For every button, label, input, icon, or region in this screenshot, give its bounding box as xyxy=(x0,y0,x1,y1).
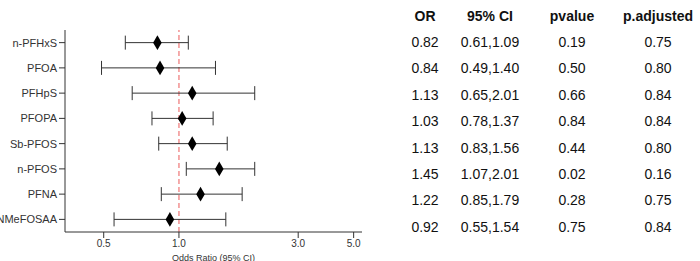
html-text:1.45: 1.45 xyxy=(411,166,439,182)
svg-text:3.0: 3.0 xyxy=(291,238,305,249)
html-text:OR: OR xyxy=(414,8,436,24)
html-text:0.44: 0.44 xyxy=(558,139,586,156)
html-text:1.22: 1.22 xyxy=(411,192,439,209)
html-text:0.80: 0.80 xyxy=(644,60,672,77)
svg-text:n-PFHxS: n-PFHxS xyxy=(12,37,57,49)
html-text:0.65,2.01: 0.65,2.01 xyxy=(460,86,520,103)
html-text:0.84: 0.84 xyxy=(644,113,672,130)
html-text:0.84: 0.84 xyxy=(644,218,672,235)
html-text:0.82: 0.82 xyxy=(411,34,439,50)
html-text:0.75: 0.75 xyxy=(644,34,672,50)
svg-text:PFNA: PFNA xyxy=(28,188,58,200)
svg-text:Odds Ratio (95% CI): Odds Ratio (95% CI) xyxy=(172,253,255,261)
html-text:1.03: 1.03 xyxy=(411,113,439,130)
html-text:0.92: 0.92 xyxy=(411,218,439,235)
svg-text:0.5: 0.5 xyxy=(97,238,111,249)
html-text:1.13: 1.13 xyxy=(411,139,439,156)
svg-text:n-PFOS: n-PFOS xyxy=(17,163,57,175)
html-text:0.75: 0.75 xyxy=(644,192,672,209)
html-text:0.28: 0.28 xyxy=(558,192,586,209)
html-text:1.13: 1.13 xyxy=(411,86,439,103)
html-text:0.78,1.37: 0.78,1.37 xyxy=(460,113,520,130)
html-text:0.75: 0.75 xyxy=(558,218,586,235)
svg-text:Sb-PFOS: Sb-PFOS xyxy=(10,138,57,150)
html-text:0.66: 0.66 xyxy=(558,86,586,103)
html-text:0.84: 0.84 xyxy=(558,113,586,130)
html-text:0.02: 0.02 xyxy=(558,166,586,182)
html-text:pvalue: pvalue xyxy=(549,8,595,24)
html-text:0.55,1.54: 0.55,1.54 xyxy=(460,218,520,235)
svg-text:NMeFOSAA: NMeFOSAA xyxy=(8,213,58,225)
html-text:0.61,1.09: 0.61,1.09 xyxy=(460,34,520,50)
html-text:1.07,2.01: 1.07,2.01 xyxy=(460,166,520,182)
svg-text:1.0: 1.0 xyxy=(172,238,186,249)
html-text:0.80: 0.80 xyxy=(644,139,672,156)
svg-text:PFHpS: PFHpS xyxy=(22,87,57,99)
svg-text:PFOA: PFOA xyxy=(27,62,58,74)
html-text:0.84: 0.84 xyxy=(644,86,672,103)
html-text:0.85,1.79: 0.85,1.79 xyxy=(460,192,520,209)
html-text:0.50: 0.50 xyxy=(558,60,586,77)
html-text:p.adjusted: p.adjusted xyxy=(623,8,693,24)
svg-text:5.0: 5.0 xyxy=(347,238,361,249)
html-text:0.83,1.56: 0.83,1.56 xyxy=(460,139,520,156)
html-text:0.84: 0.84 xyxy=(411,60,439,77)
svg-text:PFOPA: PFOPA xyxy=(21,112,58,124)
html-text:0.49,1.40: 0.49,1.40 xyxy=(460,60,520,77)
html-text:0.19: 0.19 xyxy=(558,34,586,50)
html-text:95% CI: 95% CI xyxy=(467,8,513,24)
html-text:0.16: 0.16 xyxy=(644,166,672,182)
